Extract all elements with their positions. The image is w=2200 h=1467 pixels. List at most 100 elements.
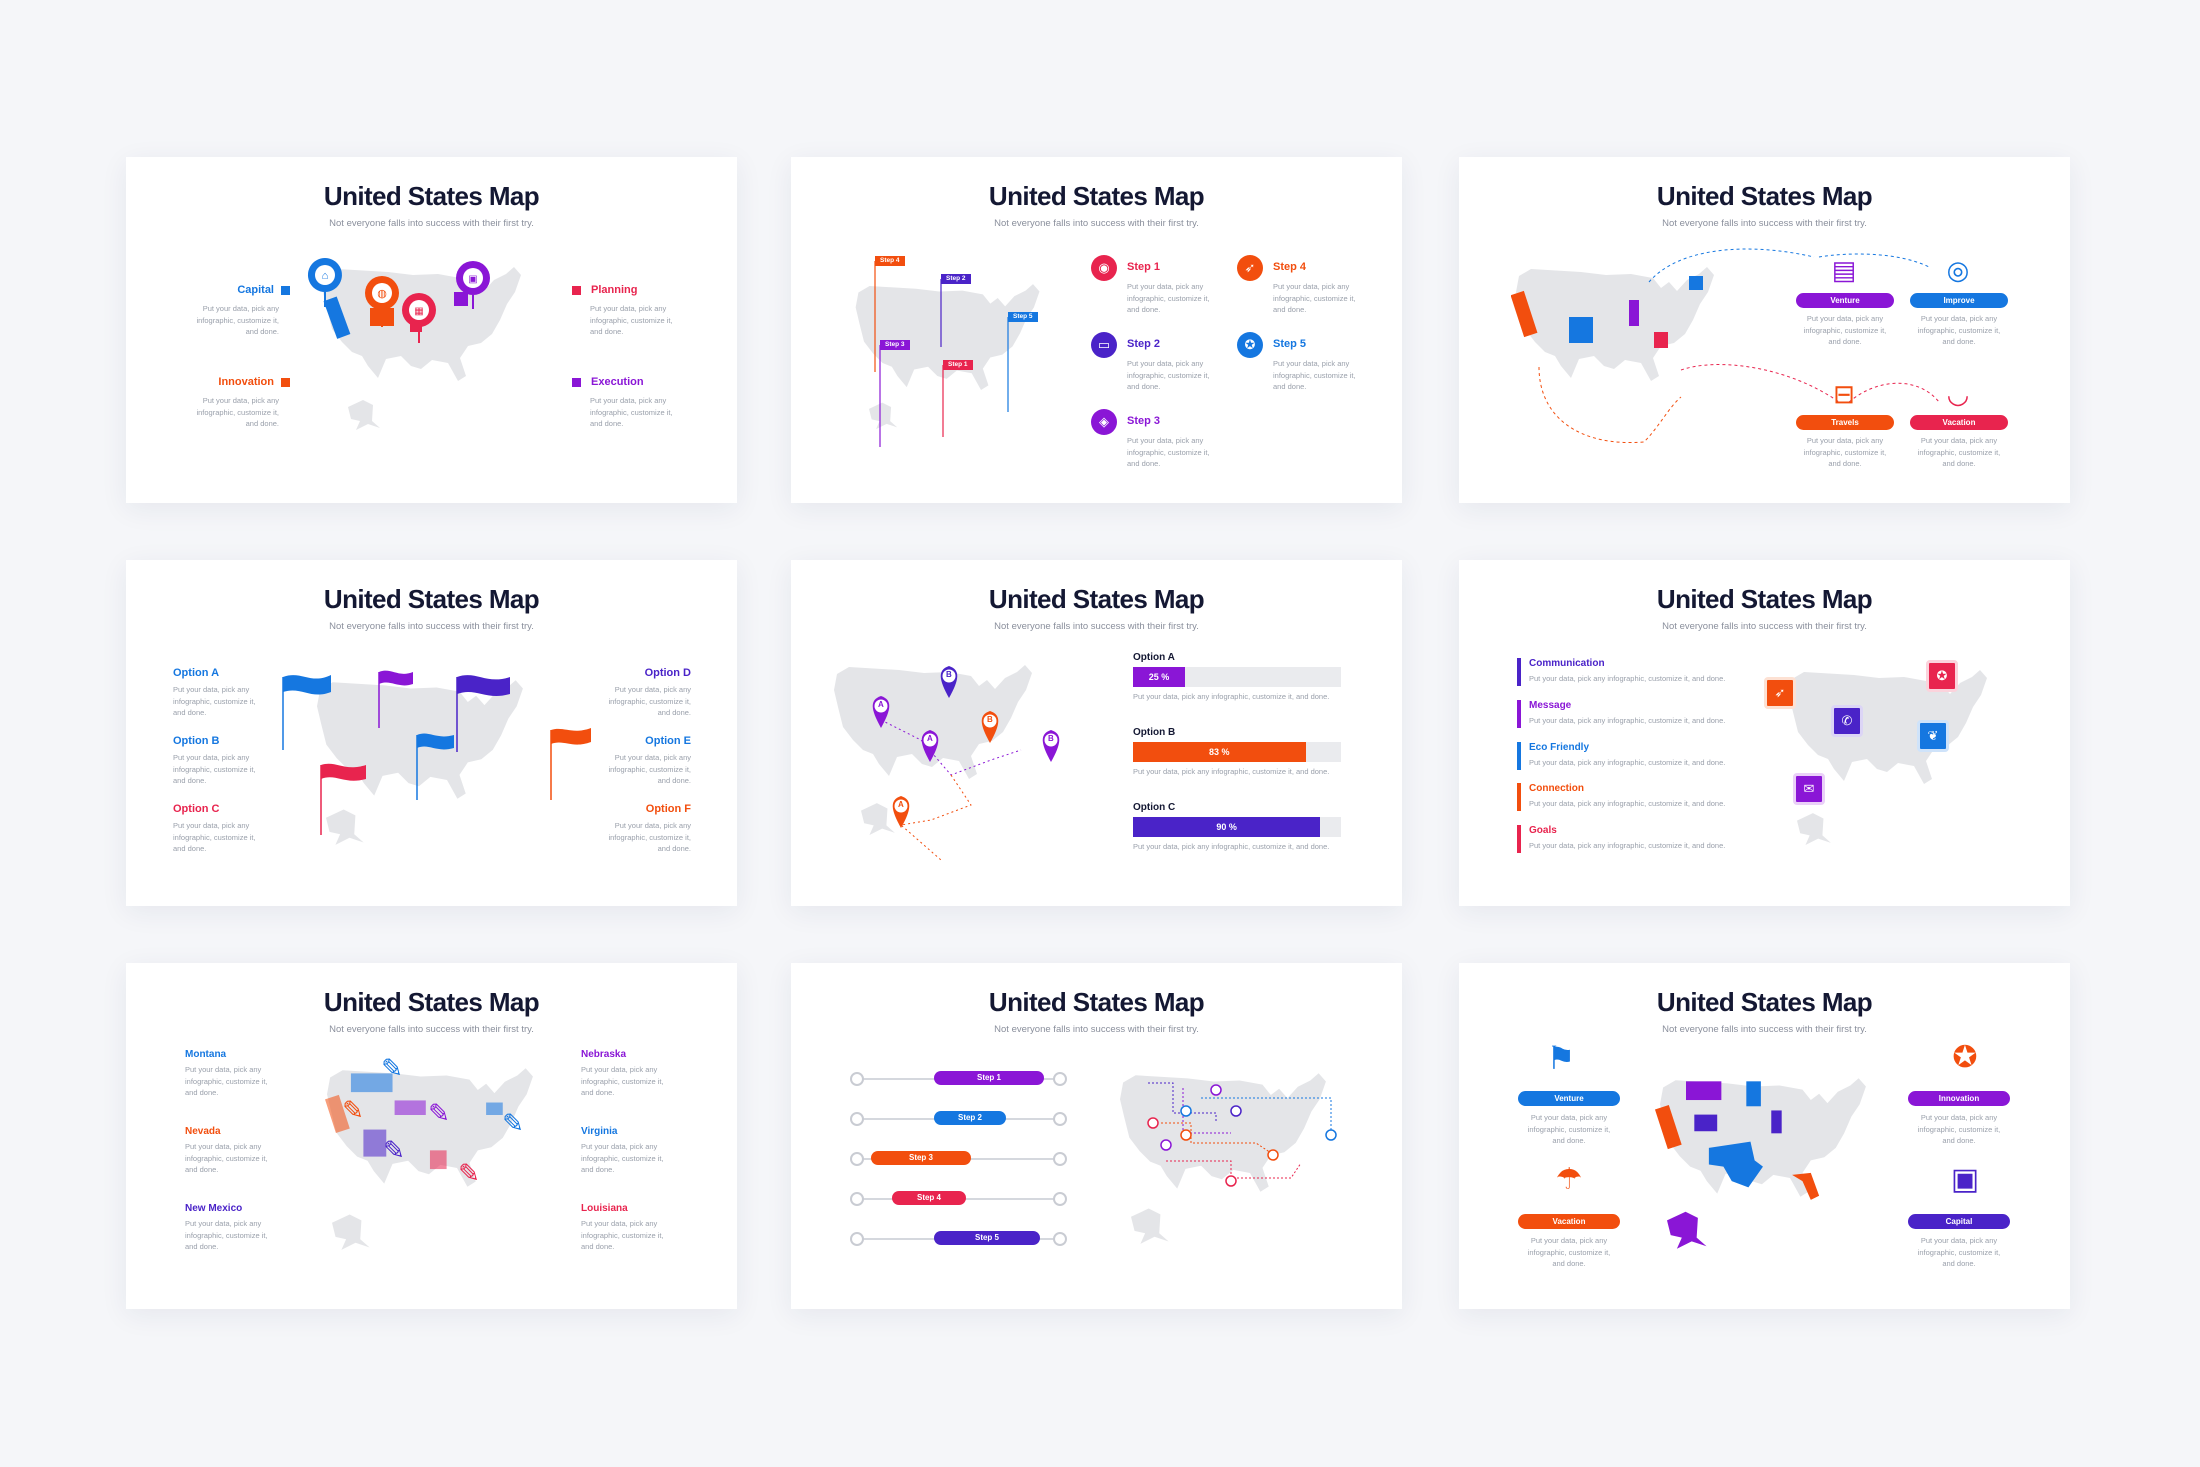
slide-title: United States Map (323, 181, 540, 211)
svg-text:▣: ▣ (468, 274, 477, 285)
pill-innovation: Innovation (1908, 1091, 2010, 1106)
flag-icon (456, 675, 510, 752)
briefcase-icon: ▣ (456, 261, 490, 309)
tag-step-3: Step 3 (880, 340, 910, 350)
award-icon: ✪ (1237, 332, 1263, 358)
pill-vacation: Vacation (1518, 1214, 1620, 1229)
step-end-ring[interactable] (1053, 1232, 1067, 1246)
pin-letter: A (878, 700, 884, 709)
text-improve: Put your data, pick any infographic, cus… (1917, 314, 2001, 346)
step-4-pill: Step 4 (892, 1191, 966, 1205)
text-step-2: Put your data, pick any infographic, cus… (1127, 359, 1210, 391)
accent-bar (1517, 658, 1521, 686)
text-planning: Put your data, pick any infographic, cus… (590, 304, 673, 336)
laptop-icon: ▭ (1091, 332, 1117, 358)
accent-bar (1517, 783, 1521, 811)
text-option-b: Put your data, pick any infographic, cus… (173, 753, 256, 785)
umbrella-icon: ☂ (1555, 1163, 1583, 1196)
label-capital: Capital (237, 284, 274, 296)
step-start-ring[interactable] (850, 1152, 864, 1166)
slide-subtitle: Not everyone falls into success with the… (1662, 218, 1867, 229)
text-eco-friendly: Put your data, pick any infographic, cus… (1529, 758, 1726, 767)
slide-8[interactable]: United States Map Not everyone falls int… (791, 963, 1402, 1309)
slide-subtitle: Not everyone falls into success with the… (994, 218, 1199, 229)
suitcase-icon: ▣ (1950, 1163, 1980, 1196)
text-step-3: Put your data, pick any infographic, cus… (1127, 436, 1210, 468)
pill-travels: Travels (1796, 415, 1894, 430)
progress-bar-a: 25 % (1133, 667, 1341, 687)
phone-icon: ✆ (1831, 705, 1863, 737)
pin-letter: A (898, 800, 904, 809)
text-innovation: Put your data, pick any infographic, cus… (196, 396, 279, 428)
text-bar-a: Put your data, pick any infographic, cus… (1133, 692, 1330, 701)
ticket-icon: ⊟ (1833, 379, 1855, 409)
pushpin-icon: ✎ (428, 1098, 450, 1128)
step-start-ring[interactable] (850, 1192, 864, 1206)
step-start-ring[interactable] (850, 1072, 864, 1086)
step-2-pill: Step 2 (934, 1111, 1006, 1125)
label-planning: Planning (591, 284, 638, 296)
slide-title: United States Map (323, 584, 540, 614)
label-virginia: Virginia (581, 1126, 618, 1137)
text-new-mexico: Put your data, pick any infographic, cus… (185, 1219, 268, 1251)
text-capital: Put your data, pick any infographic, cus… (196, 304, 279, 336)
us-map (1789, 670, 1987, 784)
tag-step-5: Step 5 (1008, 312, 1038, 322)
label-communication: Communication (1529, 658, 1605, 669)
step-5-pill: Step 5 (934, 1231, 1040, 1245)
slide-1[interactable]: United States Map Not everyone falls int… (126, 157, 737, 503)
step-end-ring[interactable] (1053, 1152, 1067, 1166)
text-montana: Put your data, pick any infographic, cus… (185, 1065, 268, 1097)
slide-7[interactable]: United States Map Not everyone falls int… (126, 963, 737, 1309)
progress-bar-c: 90 % (1133, 817, 1341, 837)
accent-bar (1517, 742, 1521, 770)
step-end-ring[interactable] (1053, 1072, 1067, 1086)
text-goals: Put your data, pick any infographic, cus… (1529, 841, 1726, 850)
alaska-map (348, 400, 380, 430)
rocket-icon: ➶ (1764, 677, 1796, 709)
label-option-f: Option F (645, 803, 691, 815)
pushpin-icon: ✎ (502, 1108, 524, 1138)
pill-venture: Venture (1796, 293, 1894, 308)
marker-planning (572, 286, 581, 295)
text-option-a: Put your data, pick any infographic, cus… (173, 685, 256, 717)
marker-execution (572, 378, 581, 387)
label-eco-friendly: Eco Friendly (1529, 742, 1590, 753)
text-message: Put your data, pick any infographic, cus… (1529, 716, 1726, 725)
slide-2[interactable]: United States Map Not everyone falls int… (791, 157, 1402, 503)
slide-6[interactable]: United States Map Not everyone falls int… (1459, 560, 2070, 906)
bar-fill-c: 90 % (1133, 817, 1321, 837)
slide-title: United States Map (988, 181, 1205, 211)
text-bar-b: Put your data, pick any infographic, cus… (1133, 767, 1330, 776)
slide-9[interactable]: United States Map Not everyone falls int… (1459, 963, 2070, 1309)
label-nevada: Nevada (185, 1126, 221, 1137)
text-travels: Put your data, pick any infographic, cus… (1803, 436, 1887, 468)
pin-letter: B (1048, 734, 1054, 743)
label-step-3: Step 3 (1127, 415, 1161, 427)
slide-subtitle: Not everyone falls into success with the… (1662, 621, 1867, 632)
step-start-ring[interactable] (850, 1232, 864, 1246)
step-end-ring[interactable] (1053, 1192, 1067, 1206)
slide-subtitle: Not everyone falls into success with the… (329, 621, 534, 632)
label-nebraska: Nebraska (581, 1049, 627, 1060)
label-montana: Montana (185, 1049, 227, 1060)
step-start-ring[interactable] (850, 1112, 864, 1126)
label-goals: Goals (1529, 825, 1557, 836)
pin-letter: B (946, 670, 952, 679)
bank-icon: ⌂ (307, 258, 342, 307)
mail-icon: ✉ (1793, 773, 1825, 805)
pin-icon: ◉ (1091, 255, 1117, 281)
label-innovation: Innovation (218, 376, 274, 388)
text-bar-c: Put your data, pick any infographic, cus… (1133, 842, 1330, 851)
compass-icon: ✪ (1952, 1041, 1978, 1074)
bar-label-b: Option B (1133, 727, 1176, 738)
lightbulb-icon: ◎ (1946, 255, 1970, 285)
step-end-ring[interactable] (1053, 1112, 1067, 1126)
slide-4[interactable]: United States Map Not everyone falls int… (126, 560, 737, 906)
slide-title: United States Map (323, 987, 540, 1017)
slide-3[interactable]: United States Map Not everyone falls int… (1459, 157, 2070, 503)
calendar-icon: ▦ (402, 293, 436, 343)
flag-map-icon: ⚑ (1546, 1040, 1576, 1076)
pill-capital: Capital (1908, 1214, 2010, 1229)
slide-5[interactable]: United States Map Not everyone falls int… (791, 560, 1402, 906)
